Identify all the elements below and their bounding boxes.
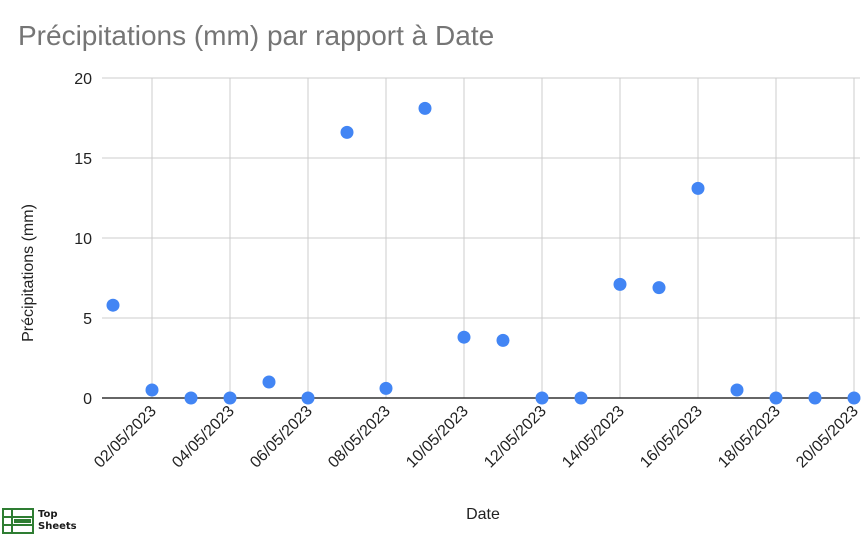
x-tick-label: 10/05/2023 <box>403 403 472 472</box>
y-tick-label: 5 <box>83 311 92 328</box>
data-point <box>379 381 393 395</box>
data-point <box>457 330 471 344</box>
spreadsheet-icon <box>2 508 34 534</box>
data-point <box>301 391 315 405</box>
data-point <box>691 181 705 195</box>
data-point <box>613 277 627 291</box>
data-point <box>535 391 549 405</box>
x-tick-label: 06/05/2023 <box>247 403 316 472</box>
x-axis-ticks: 02/05/2023 04/05/2023 06/05/2023 08/05/2023… <box>91 403 862 472</box>
data-point <box>769 391 783 405</box>
data-point <box>106 298 120 312</box>
data-point <box>262 375 276 389</box>
y-axis-ticks: 0 5 10 15 20 <box>74 71 92 408</box>
y-tick-label: 20 <box>74 71 92 88</box>
data-point <box>418 101 432 115</box>
data-point <box>652 281 666 295</box>
x-axis-title: Date <box>466 506 500 523</box>
y-tick-label: 10 <box>74 231 92 248</box>
data-point <box>808 391 822 405</box>
logo-line-2: Sheets <box>38 521 77 532</box>
y-axis-title: Précipitations (mm) <box>20 204 37 342</box>
data-point <box>847 391 861 405</box>
x-tick-label: 14/05/2023 <box>559 403 628 472</box>
data-points <box>106 101 861 405</box>
gridlines <box>102 77 860 399</box>
data-point <box>574 391 588 405</box>
x-tick-label: 04/05/2023 <box>169 403 238 472</box>
logo-line-1: Top <box>38 509 58 520</box>
y-tick-label: 15 <box>74 151 92 168</box>
x-tick-label: 02/05/2023 <box>91 403 160 472</box>
data-point <box>496 333 510 347</box>
data-point <box>145 383 159 397</box>
data-point <box>223 391 237 405</box>
y-tick-label: 0 <box>83 391 92 408</box>
chart-title: Précipitations (mm) par rapport à Date <box>18 20 494 51</box>
x-tick-label: 20/05/2023 <box>793 403 862 472</box>
x-tick-label: 12/05/2023 <box>481 403 550 472</box>
x-tick-label: 16/05/2023 <box>637 403 706 472</box>
data-point <box>730 383 744 397</box>
data-point <box>184 391 198 405</box>
x-tick-label: 18/05/2023 <box>715 403 784 472</box>
x-tick-label: 08/05/2023 <box>325 403 394 472</box>
data-point <box>340 125 354 139</box>
top-sheets-logo: Top Sheets <box>2 508 77 534</box>
